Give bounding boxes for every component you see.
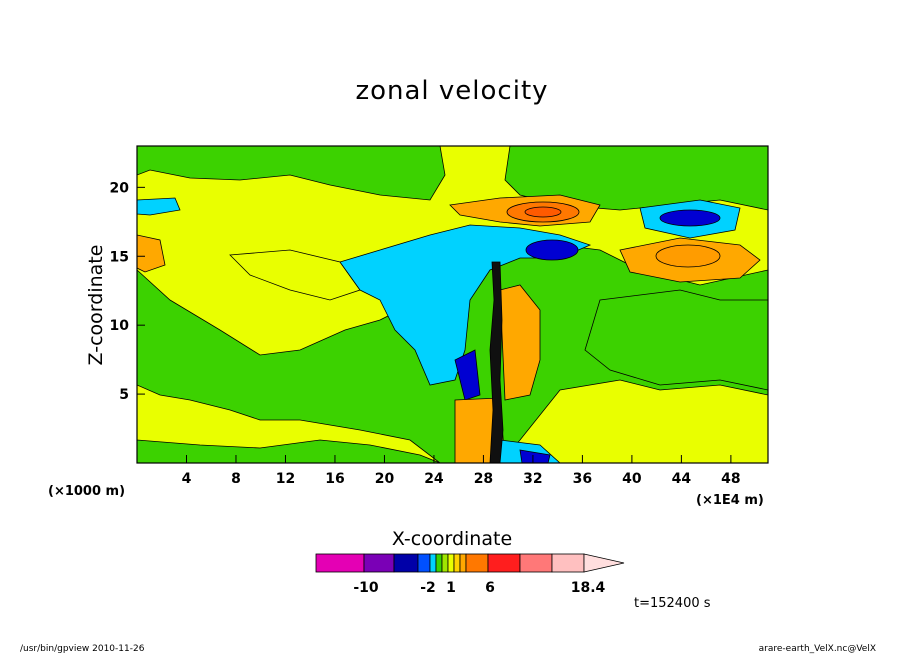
colorbar-swatch-1: [363, 553, 395, 573]
colorbar-swatch-13: [551, 553, 585, 573]
x-unit-right: (×1E4 m): [696, 493, 764, 508]
colorbar-label-1: -2: [420, 580, 436, 596]
x-tick-label-8: 36: [573, 471, 592, 487]
colorbar-label-2: 1: [446, 580, 456, 596]
footer-left: /usr/bin/gpview 2010-11-26: [20, 644, 145, 654]
x-tick-label-1: 8: [231, 471, 241, 487]
colorbar-label-0: -10: [353, 580, 379, 596]
colorbar-swatch-8: [453, 553, 461, 573]
colorbar-swatch-6: [441, 553, 449, 573]
colorbar-swatch-10: [465, 553, 489, 573]
contour-orange-left: [137, 234, 166, 273]
shear-line: [489, 261, 504, 463]
contour-green-top-left: [137, 146, 446, 201]
colorbar-arrow: [583, 553, 625, 573]
x-tick-label-10: 44: [672, 471, 692, 487]
contour-cyan-band: [339, 224, 592, 386]
y-tick-label-1: 10: [110, 318, 130, 334]
y-tick-label-3: 20: [110, 180, 130, 196]
x-tick-label-11: 48: [721, 471, 740, 487]
plot-frame: [136, 145, 769, 464]
x-tick-label-6: 28: [474, 471, 493, 487]
colorbar-swatch-2: [393, 553, 419, 573]
footer-right: arare-earth_VelX.nc@VelX: [758, 644, 876, 654]
colorbar-swatch-7: [447, 553, 455, 573]
colorbar-swatch-12: [519, 553, 553, 573]
contour-min-upper-right: [659, 209, 721, 227]
colorbar-swatch-5: [435, 553, 443, 573]
contour-blue-bottom: [519, 449, 551, 463]
contour-yellow-pocket: [229, 249, 361, 301]
contour-blue-column: [454, 349, 481, 401]
x-unit-left: (×1000 m): [48, 484, 126, 499]
colorbar-swatch-11: [487, 553, 521, 573]
colorbar-swatch-3: [417, 553, 431, 573]
time-label: t=152400 s: [634, 596, 711, 611]
colorbar-swatch-4: [429, 553, 437, 573]
x-tick-label-0: 4: [182, 471, 192, 487]
chart-title: zonal velocity: [355, 76, 549, 106]
contour-peak-upper-core: [524, 206, 562, 218]
contour-cyan-left: [137, 197, 181, 216]
y-tick-label-2: 15: [110, 249, 129, 265]
x-tick-label-2: 12: [276, 471, 295, 487]
contour-fields: [137, 146, 768, 463]
x-tick-label-4: 20: [375, 471, 395, 487]
y-tick-label-0: 5: [119, 387, 129, 403]
contour-green-bottom: [137, 439, 441, 463]
x-tick-label-7: 32: [523, 471, 542, 487]
colorbar-swatch-0: [315, 553, 365, 573]
contour-min-center: [525, 239, 579, 261]
x-tick-label-5: 24: [424, 471, 444, 487]
y-axis-label: Z-coordinate: [85, 244, 107, 366]
x-axis-label: X-coordinate: [391, 528, 513, 550]
colorbar-swatch-9: [459, 553, 467, 573]
x-tick-label-9: 40: [622, 471, 642, 487]
colorbar-label-4: 18.4: [571, 580, 606, 596]
colorbar-label-3: 6: [485, 580, 495, 596]
contour-green-right: [584, 289, 768, 391]
x-tick-label-3: 16: [325, 471, 344, 487]
contour-peak-right: [655, 244, 721, 268]
contour-orange-column: [499, 284, 541, 401]
